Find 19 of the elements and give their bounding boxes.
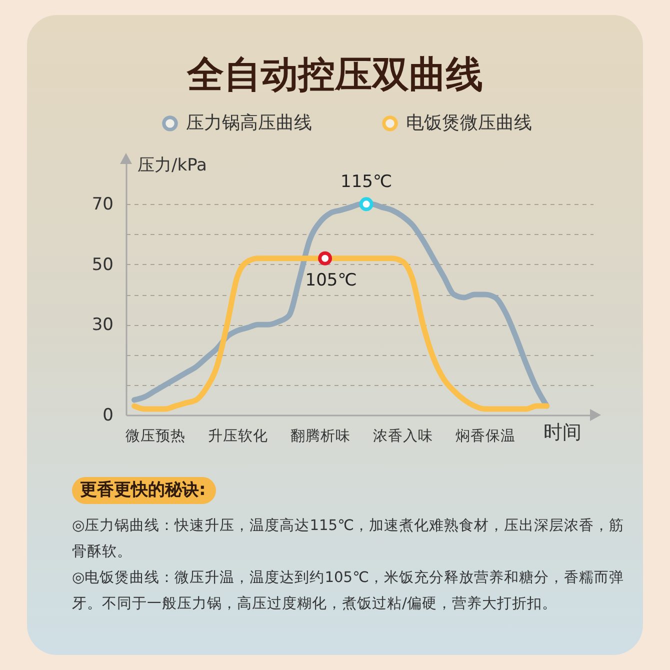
- x-tick-label: 升压软化: [208, 428, 268, 444]
- annotation: 115℃: [340, 172, 392, 192]
- legend-label: 压力锅高压曲线: [186, 112, 312, 134]
- text: ◎压力锅曲线：快速升压，温度高达115℃，加速煮化难熟食材，压出深层浓香，筋骨酥软。: [72, 516, 624, 562]
- y-tick-label: 50: [92, 254, 114, 275]
- text: ◎电饭煲曲线：微压升温，温度达到约105℃，米饭充分释放营养和糖分，香糯而弹牙。不同于一般压力锅，高压过度糊化，煮饭过粘/偏硬，营养大打折扣。: [72, 568, 624, 614]
- y-tick-label: 0: [102, 406, 114, 426]
- y-axis-title: 压力/kPa: [138, 156, 207, 176]
- y-tick-label: 30: [92, 315, 114, 336]
- legend-label: 电饭煲微压曲线: [406, 112, 532, 134]
- chart-title: 全自动控压双曲线: [186, 52, 484, 98]
- y-tick-label: 70: [92, 194, 114, 215]
- x-tick-label: 浓香入味: [372, 428, 433, 444]
- text: 更香更快的秘诀:: [72, 477, 216, 504]
- annotation: 105℃: [305, 270, 357, 290]
- x-tick-label: 微压预热: [125, 428, 186, 444]
- x-axis-title: 时间: [544, 422, 582, 444]
- x-tick-label: 焖香保温: [455, 428, 516, 444]
- x-tick-label: 翻腾析味: [290, 428, 350, 444]
